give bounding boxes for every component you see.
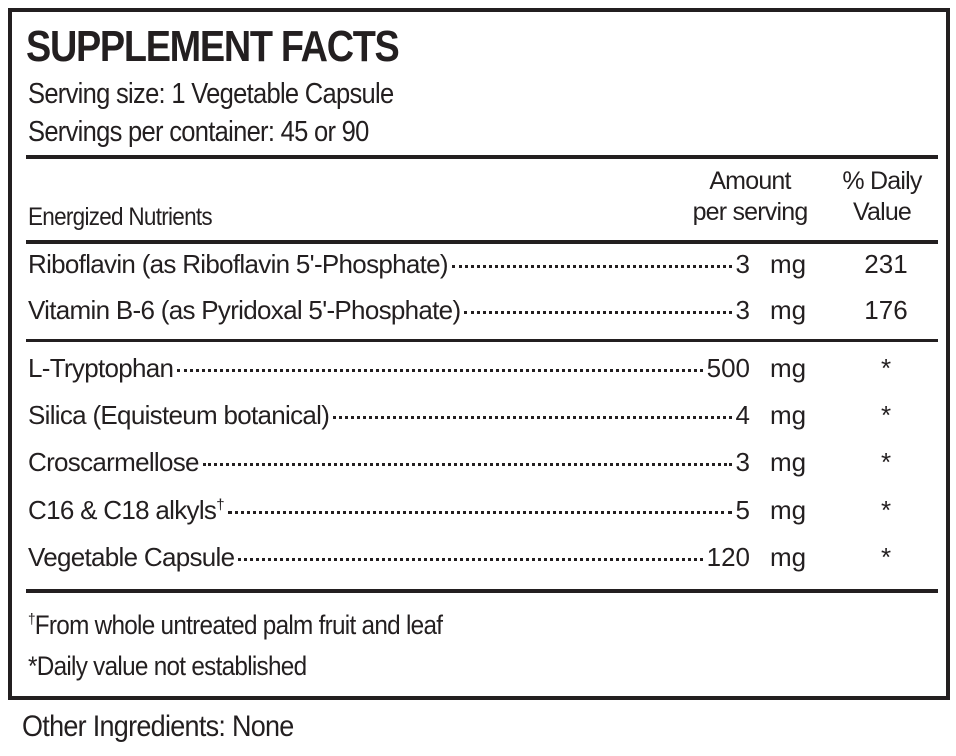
- amount-header: Amount per serving: [680, 166, 820, 228]
- nutrient-row: Silica (Equisteum botanical) 4 mg *: [28, 400, 938, 434]
- nutrient-name: L-Tryptophan: [28, 353, 174, 384]
- dagger-mark: †: [28, 611, 35, 628]
- daily-value: *: [880, 495, 892, 525]
- nutrient-row: C16 & C18 alkyls† 5 mg *: [28, 495, 938, 529]
- nutrient-name: C16 & C18 alkyls†: [28, 495, 225, 526]
- unit: mg: [770, 249, 807, 279]
- nutrient-name: Silica (Equisteum botanical): [28, 400, 330, 431]
- unit: mg: [770, 495, 807, 525]
- daily-value-header: % Daily Value: [830, 166, 934, 228]
- footnote-dagger-text: From whole untreated palm fruit and leaf: [34, 610, 443, 640]
- dot-leader: [333, 416, 732, 419]
- amount: 4: [735, 400, 750, 430]
- divider: [26, 240, 938, 244]
- panel-title: SUPPLEMENT FACTS: [26, 22, 400, 71]
- serving-size: Serving size: 1 Vegetable Capsule: [28, 78, 394, 110]
- divider: [26, 339, 938, 342]
- nutrient-name-text: L-Tryptophan: [28, 353, 174, 383]
- unit: mg: [770, 400, 807, 430]
- daily-value: 231: [864, 249, 908, 279]
- nutrient-name: Riboflavin (as Riboflavin 5'-Phosphate): [28, 249, 449, 280]
- daily-value: *: [880, 542, 892, 572]
- facts-panel-border: [8, 8, 950, 700]
- dot-leader: [202, 463, 732, 466]
- nutrient-name: Vegetable Capsule: [28, 542, 235, 573]
- nutrient-row: Riboflavin (as Riboflavin 5'-Phosphate) 3…: [28, 249, 938, 283]
- nutrient-name-text: Silica (Equisteum botanical): [28, 400, 330, 430]
- unit: mg: [770, 353, 807, 383]
- amount: 120: [706, 542, 750, 572]
- unit: mg: [770, 447, 807, 477]
- footnote-star: *Daily value not established: [28, 651, 307, 681]
- amount: 500: [706, 353, 750, 383]
- nutrient-row: L-Tryptophan 500 mg *: [28, 353, 938, 387]
- nutrient-name: Croscarmellose: [28, 447, 200, 478]
- daily-value: 176: [864, 295, 908, 325]
- other-ingredients: Other Ingredients: None: [22, 710, 294, 743]
- daily-value: *: [880, 353, 892, 383]
- dot-leader: [177, 369, 703, 372]
- nutrient-name: Vitamin B-6 (as Pyridoxal 5'-Phosphate): [28, 295, 461, 326]
- nutrient-name-text: Riboflavin (as Riboflavin 5'-Phosphate): [28, 249, 449, 279]
- daily-value: *: [880, 447, 892, 477]
- servings-per-container: Servings per container: 45 or 90: [28, 116, 369, 148]
- amount: 5: [735, 495, 750, 525]
- dot-leader: [464, 311, 732, 314]
- dv-header-line2: Value: [852, 198, 912, 226]
- amount-header-line1: Amount: [709, 167, 791, 195]
- amount: 3: [735, 447, 750, 477]
- nutrient-name-text: Croscarmellose: [28, 447, 200, 477]
- section-header: Energized Nutrients: [28, 203, 213, 231]
- nutrient-name-text: C16 & C18 alkyls: [28, 495, 217, 525]
- footnote-dagger: †From whole untreated palm fruit and lea…: [28, 610, 443, 641]
- dv-header-line1: % Daily: [842, 167, 922, 195]
- nutrient-row: Croscarmellose 3 mg *: [28, 447, 938, 481]
- unit: mg: [770, 542, 807, 572]
- amount: 3: [735, 295, 750, 325]
- divider: [26, 155, 938, 159]
- nutrient-name-text: Vitamin B-6 (as Pyridoxal 5'-Phosphate): [28, 295, 461, 325]
- daily-value: *: [880, 400, 892, 430]
- amount: 3: [735, 249, 750, 279]
- dot-leader: [227, 511, 732, 514]
- divider: [26, 589, 938, 593]
- dot-leader: [238, 558, 703, 561]
- nutrient-row: Vegetable Capsule 120 mg *: [28, 542, 938, 576]
- amount-header-line2: per serving: [692, 198, 809, 226]
- unit: mg: [770, 295, 807, 325]
- nutrient-row: Vitamin B-6 (as Pyridoxal 5'-Phosphate) 3…: [28, 295, 938, 329]
- dot-leader: [451, 265, 732, 268]
- dagger-mark: †: [216, 496, 224, 514]
- nutrient-name-text: Vegetable Capsule: [28, 542, 235, 572]
